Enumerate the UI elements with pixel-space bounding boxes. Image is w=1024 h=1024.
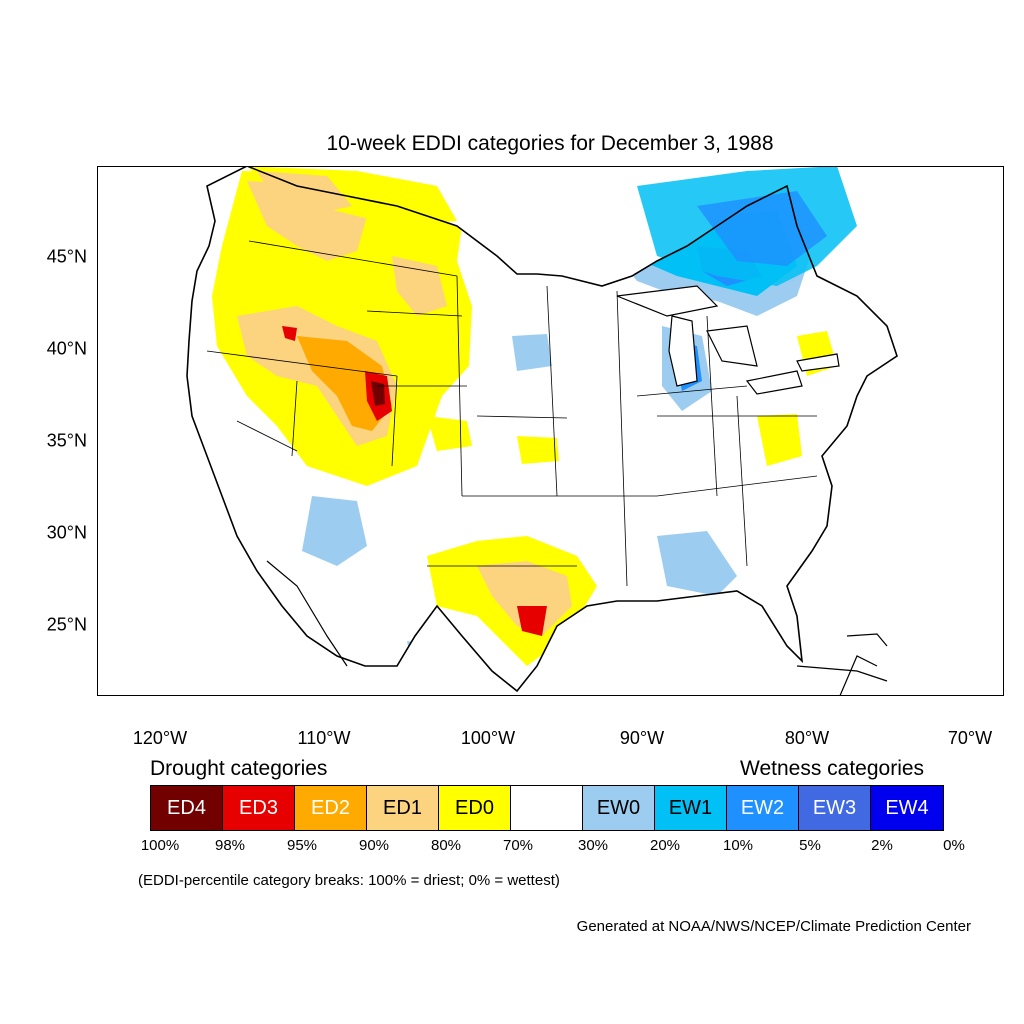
percentile-label: 70% [502, 837, 534, 854]
legend-box-ed0: ED0 [439, 786, 511, 830]
percentile-label: 5% [799, 837, 821, 854]
legend-box-ed2: ED2 [295, 786, 367, 830]
percentile-label: 0% [943, 837, 965, 854]
percentile-label: 80% [430, 837, 462, 854]
legend-box-ew4: EW4 [871, 786, 943, 830]
percentile-label: 100% [140, 837, 180, 854]
lon-label-100w: 100°W [460, 728, 516, 748]
lon-label-90w: 90°W [619, 728, 665, 748]
category-breaks-note: (EDDI-percentile category breaks: 100% =… [138, 872, 560, 889]
credit-text: Generated at NOAA/NWS/NCEP/Climate Predi… [576, 918, 971, 935]
eddi-map [97, 166, 1004, 696]
legend-box-ed4: ED4 [151, 786, 223, 830]
lon-label-120w: 120°W [132, 728, 188, 748]
legend-box-ed1: ED1 [367, 786, 439, 830]
percentile-label: 10% [722, 837, 754, 854]
percentile-label: 20% [649, 837, 681, 854]
map-panel [97, 166, 1004, 696]
lat-label-25n: 25°N [46, 614, 87, 635]
lat-label-30n: 30°N [46, 522, 87, 543]
lon-label-70w: 70°W [947, 728, 993, 748]
lon-label-110w: 110°W [297, 728, 351, 748]
wetness-categories-heading: Wetness categories [740, 757, 925, 780]
lon-label-80w: 80°W [784, 728, 830, 748]
legend-box-normal [511, 786, 583, 830]
percentile-label: 90% [358, 837, 390, 854]
percentile-label: 95% [286, 837, 318, 854]
legend-box-ew3: EW3 [799, 786, 871, 830]
percentile-label: 2% [871, 837, 893, 854]
legend-box-ew2: EW2 [727, 786, 799, 830]
percentile-label: 30% [577, 837, 609, 854]
percentile-label: 98% [214, 837, 246, 854]
lat-label-40n: 40°N [46, 338, 87, 359]
legend-box-ed3: ED3 [223, 786, 295, 830]
map-title: 10-week EDDI categories for December 3, … [326, 132, 774, 155]
category-legend: ED4 ED3 ED2 ED1 ED0 EW0 EW1 EW2 EW3 EW4 [150, 785, 944, 831]
legend-box-ew1: EW1 [655, 786, 727, 830]
drought-categories-heading: Drought categories [150, 757, 328, 780]
lat-label-45n: 45°N [46, 246, 87, 267]
lat-label-35n: 35°N [46, 430, 87, 451]
legend-box-ew0: EW0 [583, 786, 655, 830]
